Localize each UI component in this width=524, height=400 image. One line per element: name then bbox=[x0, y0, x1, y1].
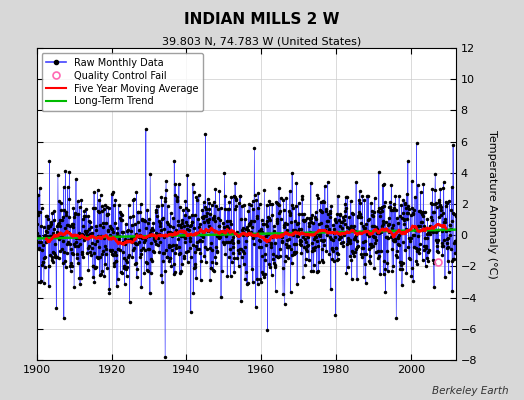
Text: INDIAN MILLS 2 W: INDIAN MILLS 2 W bbox=[184, 12, 340, 27]
Text: Berkeley Earth: Berkeley Earth bbox=[432, 386, 508, 396]
Y-axis label: Temperature Anomaly (°C): Temperature Anomaly (°C) bbox=[487, 130, 497, 278]
Text: 39.803 N, 74.783 W (United States): 39.803 N, 74.783 W (United States) bbox=[162, 36, 362, 46]
Legend: Raw Monthly Data, Quality Control Fail, Five Year Moving Average, Long-Term Tren: Raw Monthly Data, Quality Control Fail, … bbox=[41, 53, 203, 111]
